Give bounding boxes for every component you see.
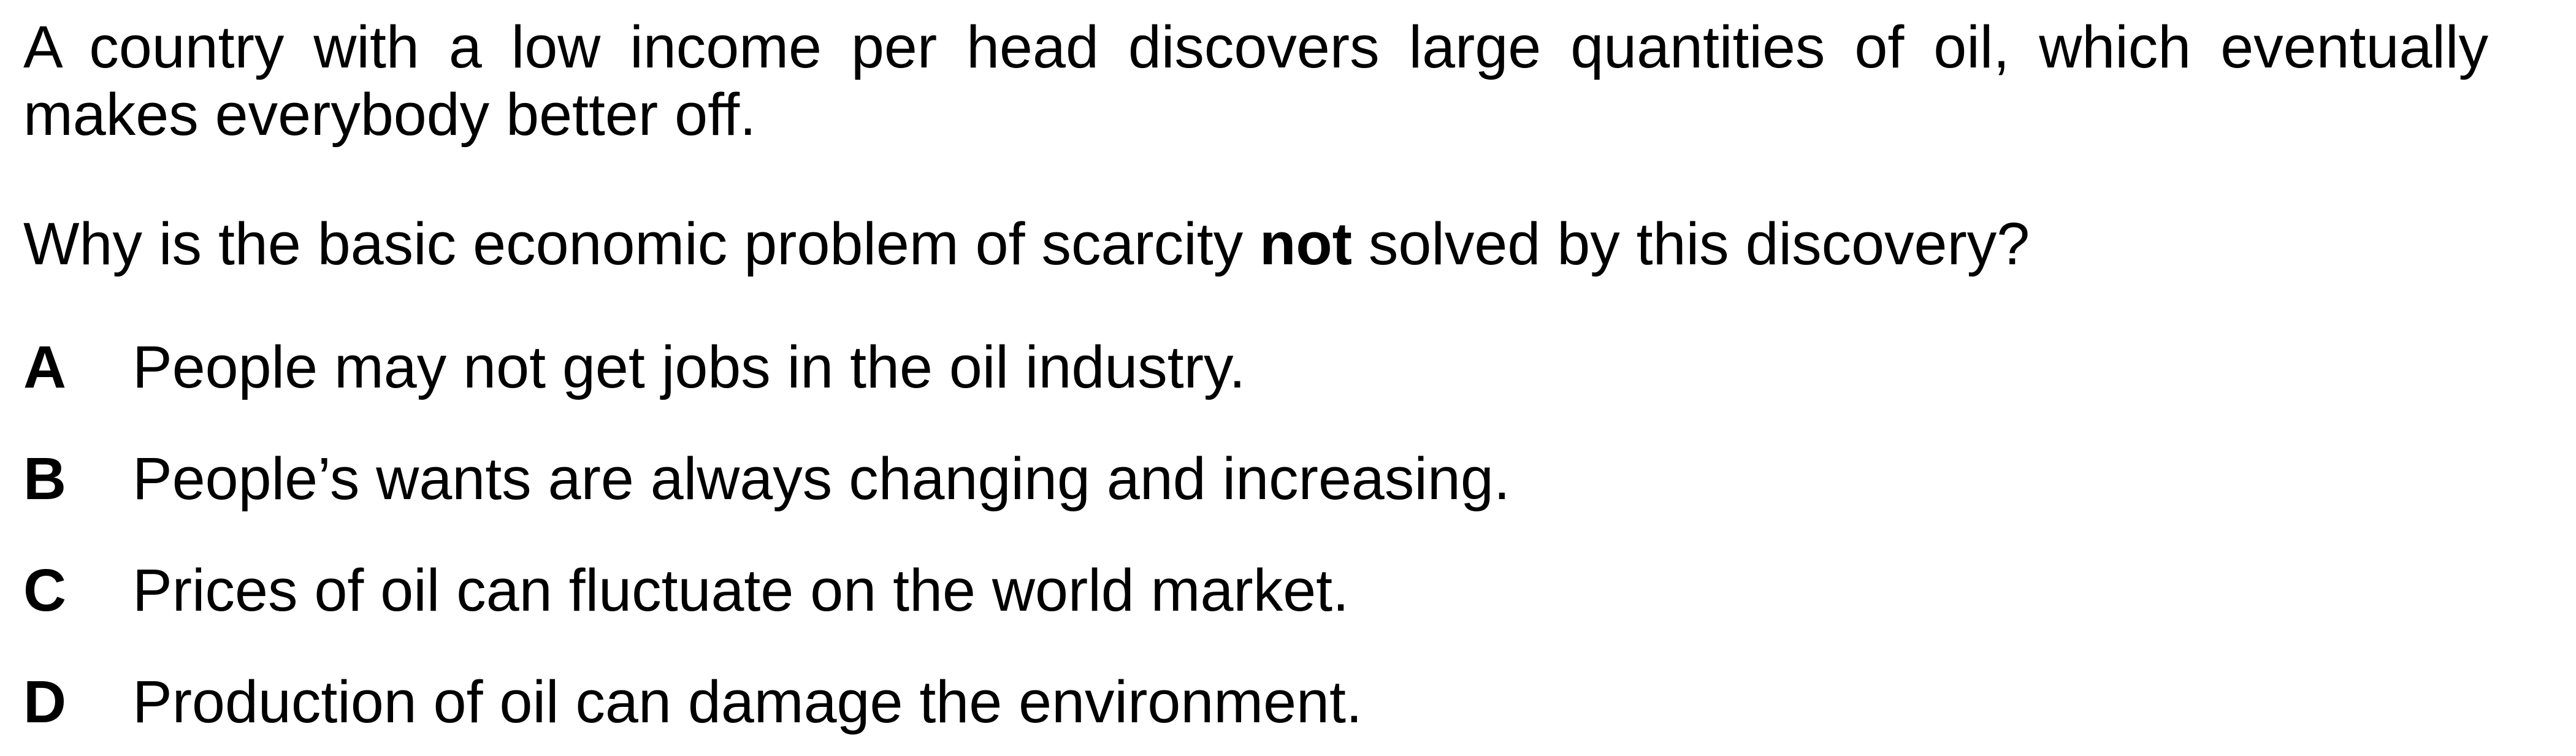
option-letter-a: A [23, 334, 67, 400]
question-page: A country with a low income per head dis… [23, 13, 2488, 735]
option-letter-c: C [23, 557, 67, 624]
option-text-b: People’s wants are always changing and i… [132, 445, 1510, 512]
option-text-a: People may not get jobs in the oil indus… [132, 334, 1246, 400]
question-prompt-end: solved by this discovery? [1351, 210, 2030, 277]
question-prompt: Why is the basic economic problem of sca… [23, 210, 2030, 278]
option-text-d: Production of oil can damage the environ… [132, 668, 1363, 735]
question-prompt-start: Why is the basic economic problem of sca… [23, 210, 1260, 277]
question-prompt-emphasis: not [1259, 210, 1352, 277]
option-text-c: Prices of oil can fluctuate on the world… [132, 557, 1350, 624]
question-stem: A country with a low income per head dis… [23, 13, 2488, 148]
option-letter-b: B [23, 445, 67, 512]
option-letter-d: D [23, 668, 67, 735]
